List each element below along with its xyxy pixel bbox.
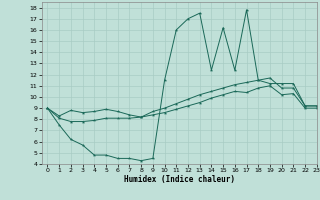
X-axis label: Humidex (Indice chaleur): Humidex (Indice chaleur) <box>124 175 235 184</box>
